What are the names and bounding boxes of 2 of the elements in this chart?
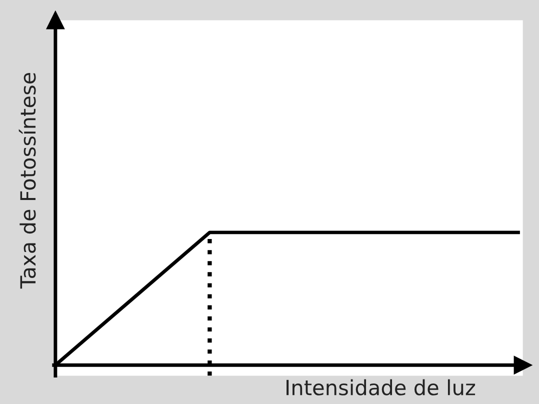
y-axis-title: Taxa de Fotossíntese <box>18 72 36 289</box>
x-axis-title: Intensidade de luz <box>286 379 476 396</box>
